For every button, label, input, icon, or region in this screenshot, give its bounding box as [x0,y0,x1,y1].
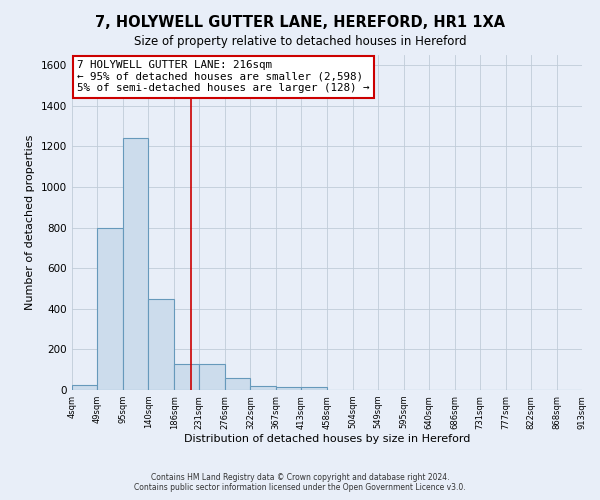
Y-axis label: Number of detached properties: Number of detached properties [25,135,35,310]
Bar [301,387,327,390]
Text: Size of property relative to detached houses in Hereford: Size of property relative to detached ho… [134,35,466,48]
X-axis label: Distribution of detached houses by size in Hereford: Distribution of detached houses by size … [184,434,470,444]
Bar [224,378,250,390]
Bar [72,385,97,390]
Bar [123,138,148,390]
Bar [250,386,275,390]
Bar [148,298,174,390]
Bar [199,364,224,390]
Bar [97,228,123,390]
Bar [174,364,199,390]
Text: 7, HOLYWELL GUTTER LANE, HEREFORD, HR1 1XA: 7, HOLYWELL GUTTER LANE, HEREFORD, HR1 1… [95,15,505,30]
Text: Contains HM Land Registry data © Crown copyright and database right 2024.
Contai: Contains HM Land Registry data © Crown c… [134,473,466,492]
Text: 7 HOLYWELL GUTTER LANE: 216sqm
← 95% of detached houses are smaller (2,598)
5% o: 7 HOLYWELL GUTTER LANE: 216sqm ← 95% of … [77,60,370,93]
Bar [275,387,301,390]
